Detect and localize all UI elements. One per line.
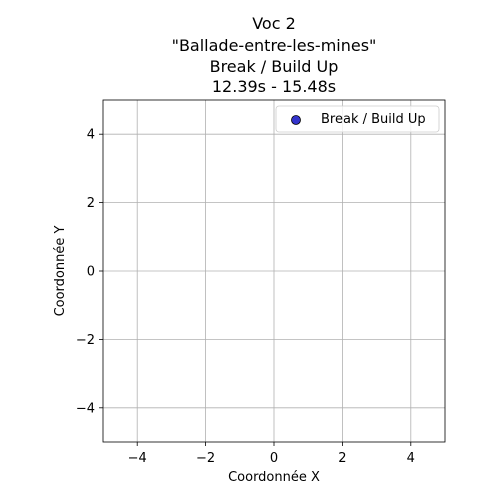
grid: [103, 100, 445, 442]
legend-box: [275, 105, 440, 133]
y-tick-label: 2: [87, 196, 95, 211]
y-tick-label: 0: [87, 265, 95, 280]
y-axis-label: Coordonnée Y: [53, 226, 68, 317]
x-tick-label: −4: [128, 451, 147, 466]
y-tick-label: 4: [87, 128, 95, 143]
chart-title: Voc 2 "Ballade-entre-les-mines" Break / …: [172, 14, 377, 96]
y-tick-label: −2: [76, 333, 95, 348]
legend-label: Break / Build Up: [321, 112, 426, 127]
title-line-2: "Ballade-entre-les-mines": [172, 36, 377, 55]
plot-area-frame: [102, 99, 446, 443]
x-axis-label: Coordonnée X: [228, 470, 320, 485]
axis-ticks: −4 −2 0 2 4 −4 −2 0 2 4: [76, 128, 415, 466]
title-line-3: Break / Build Up: [210, 57, 339, 76]
title-line-1: Voc 2: [252, 14, 296, 33]
x-tick-label: −2: [196, 451, 215, 466]
x-tick-label: 4: [407, 451, 415, 466]
x-tick-label: 0: [270, 451, 278, 466]
title-line-4: 12.39s - 15.48s: [212, 77, 336, 96]
legend-marker-icon: [291, 115, 301, 125]
x-tick-label: 2: [338, 451, 346, 466]
y-tick-label: −4: [76, 401, 95, 416]
legend: Break / Build Up: [275, 105, 440, 133]
